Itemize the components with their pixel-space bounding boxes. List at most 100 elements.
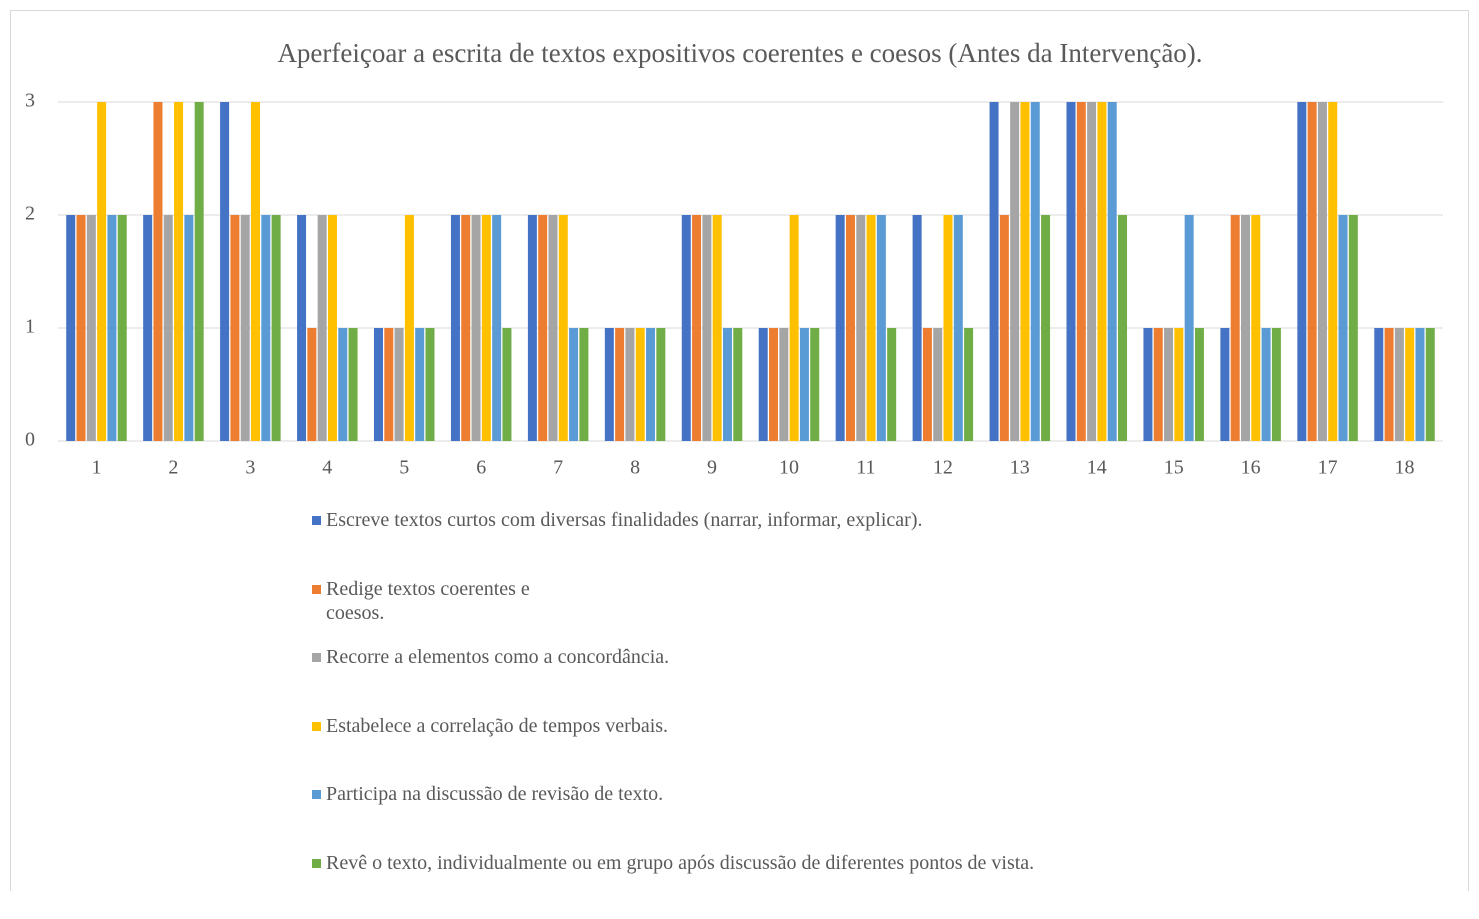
bar [1000, 215, 1009, 441]
bar [548, 215, 557, 441]
bar [605, 328, 614, 441]
bar [395, 328, 404, 441]
bar [328, 215, 337, 441]
bar [461, 215, 470, 441]
bar [933, 328, 942, 441]
bar [107, 215, 116, 441]
bar [384, 328, 393, 441]
bar [1241, 215, 1250, 441]
bar [836, 215, 845, 441]
bar [528, 215, 537, 441]
bar [867, 215, 876, 441]
legend-entry: Estabelece a correlação de tempos verbai… [312, 714, 1034, 783]
bar [1262, 328, 1271, 441]
bar [625, 328, 634, 441]
bar [297, 215, 306, 441]
x-tick-label: 2 [168, 457, 178, 479]
bar [1041, 215, 1050, 441]
bar [913, 215, 922, 441]
x-tick-label: 14 [1087, 457, 1107, 479]
page: Aperfeiçoar a escrita de textos expositi… [0, 0, 1479, 891]
chart-title: Aperfeiçoar a escrita de textos expositi… [277, 38, 1202, 68]
legend-label: Recorre a elementos como a concordância. [326, 645, 669, 669]
y-tick-label: 1 [25, 316, 35, 338]
bar [1231, 215, 1240, 441]
bar [472, 215, 481, 441]
bar [682, 215, 691, 441]
bar [800, 328, 809, 441]
bar [1154, 328, 1163, 441]
bar [143, 215, 152, 441]
x-tick-label: 10 [779, 457, 799, 479]
bar [964, 328, 973, 441]
bar [1174, 328, 1183, 441]
bar [220, 102, 229, 441]
x-tick-label: 11 [856, 457, 875, 479]
bar [944, 215, 953, 441]
bar [174, 102, 183, 441]
bar [272, 215, 281, 441]
bar [1339, 215, 1348, 441]
x-tick-label: 15 [1164, 457, 1184, 479]
bar [1185, 215, 1194, 441]
bar [184, 215, 193, 441]
bar [153, 102, 162, 441]
legend-label: Participa na discussão de revisão de tex… [326, 782, 663, 806]
bar [451, 215, 460, 441]
legend-swatch [312, 722, 321, 731]
bar [990, 102, 999, 441]
bar [790, 215, 799, 441]
bar [1164, 328, 1173, 441]
bar [164, 215, 173, 441]
bar [118, 215, 127, 441]
bar [1374, 328, 1383, 441]
legend-label: Revê o texto, individualmente ou em grup… [326, 851, 1034, 875]
bar [1067, 102, 1076, 441]
bar [1415, 328, 1424, 441]
bar [713, 215, 722, 441]
legend-swatch [312, 516, 321, 525]
legend-entry: Participa na discussão de revisão de tex… [312, 782, 1034, 851]
x-tick-label: 6 [476, 457, 486, 479]
bar [615, 328, 624, 441]
bar [579, 328, 588, 441]
y-tick-label: 3 [25, 90, 35, 112]
y-tick-label: 2 [25, 203, 35, 225]
bar [1077, 102, 1086, 441]
x-tick-label: 8 [630, 457, 640, 479]
legend-entry: Escreve textos curtos com diversas final… [312, 508, 1034, 577]
bar [923, 328, 932, 441]
legend-swatch [312, 653, 321, 662]
bar [1118, 215, 1127, 441]
legend-swatch [312, 859, 321, 868]
legend-label: Escreve textos curtos com diversas final… [326, 508, 922, 532]
bar [779, 328, 788, 441]
bar [1426, 328, 1435, 441]
bar [769, 328, 778, 441]
bar [1097, 102, 1106, 441]
bar [426, 328, 435, 441]
bar [733, 328, 742, 441]
bar [374, 328, 383, 441]
bar [887, 328, 896, 441]
bar [846, 215, 855, 441]
x-tick-label: 13 [1010, 457, 1030, 479]
bar [241, 215, 250, 441]
bar [482, 215, 491, 441]
legend-entry: Recorre a elementos como a concordância. [312, 645, 1034, 714]
x-tick-label: 18 [1395, 457, 1415, 479]
bar [405, 215, 414, 441]
bar [569, 328, 578, 441]
bar [692, 215, 701, 441]
x-tick-label: 16 [1241, 457, 1261, 479]
bar [87, 215, 96, 441]
bar [759, 328, 768, 441]
bar [702, 215, 711, 441]
bar [195, 102, 204, 441]
bar [1308, 102, 1317, 441]
bar [877, 215, 886, 441]
bar [1395, 328, 1404, 441]
bar [1031, 102, 1040, 441]
bar [810, 328, 819, 441]
bar [349, 328, 358, 441]
